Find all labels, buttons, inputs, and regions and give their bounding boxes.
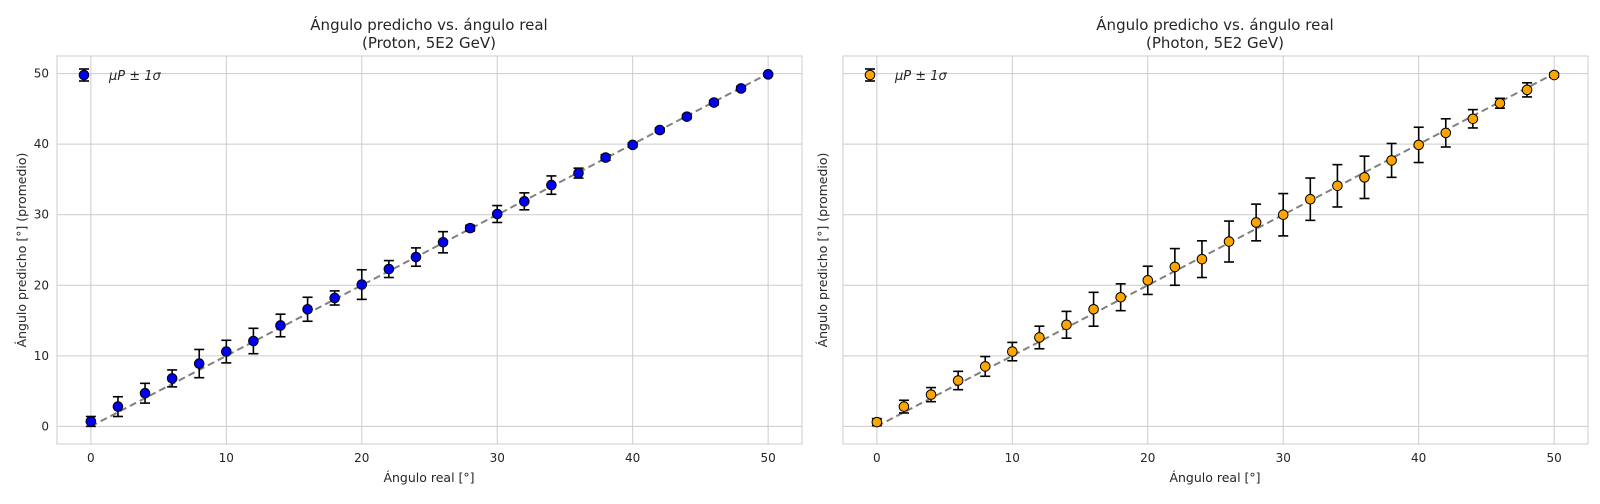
legend-label: μP ± 1σ [894,69,948,84]
x-tick-label: 50 [1546,451,1561,465]
data-point [491,208,503,220]
data-point [871,416,883,428]
x-tick-label: 40 [1411,451,1426,465]
data-point [1277,209,1289,221]
data-point [1169,261,1181,273]
data-point [654,124,666,136]
x-tick-label: 0 [873,451,881,465]
reference-line [90,72,769,428]
data-point [1061,319,1072,331]
y-tick-label: 50 [34,67,49,81]
data-point [139,387,151,399]
y-axis-label: Ángulo predicho [°] (promedio) [14,153,29,348]
chart-title: Ángulo predicho vs. ángulo real [1096,15,1333,34]
data-point [221,346,232,357]
data-point [1548,69,1560,81]
grid [57,56,802,444]
y-tick-label: 20 [34,278,49,292]
legend: μP ± 1σ [78,68,162,84]
data-point [925,389,937,400]
x-tick-label: 30 [490,451,505,465]
y-tick-label: 10 [34,349,49,363]
data-point [1440,127,1452,139]
data-points [85,69,774,428]
chart-subtitle: (Proton, 5E2 GeV) [362,34,496,52]
data-point [600,152,611,163]
data-point [193,358,205,369]
data-point [302,303,313,315]
y-tick-label: 0 [41,419,49,433]
data-point [1088,303,1099,315]
data-point [1196,253,1208,265]
data-point [356,279,368,290]
y-tick-label: 40 [34,137,49,151]
data-point [248,335,259,347]
panel-photon: 0 10 20 30 40 50 μP ± 1σ Ángulo predicho vs. … [815,15,1589,485]
x-tick-labels: 0 10 20 30 40 50 [873,451,1562,465]
data-point [1007,346,1018,357]
legend-label: μP ± 1σ [108,69,162,84]
x-tick-label: 40 [625,451,640,465]
data-point [573,167,584,179]
data-point [1142,275,1154,286]
data-point [979,361,991,372]
y-tick-labels: 0 10 20 30 40 50 [34,67,49,434]
data-point [464,222,476,234]
data-point [383,263,395,275]
panel-proton: 0 10 20 30 40 50 0 10 20 30 40 50 μP ± 1σ Ángulo p… [14,15,803,485]
data-point [1521,84,1533,96]
legend: μP ± 1σ [864,68,948,84]
x-tick-label: 30 [1276,451,1291,465]
x-tick-label: 10 [1005,451,1020,465]
y-tick-label: 30 [34,208,49,222]
data-point [166,373,178,384]
data-point [708,97,720,108]
x-axis-label: Ángulo real [°] [383,470,474,485]
data-point [762,69,774,80]
data-point [329,292,340,304]
x-tick-label: 50 [760,451,775,465]
data-point [1386,155,1397,166]
reference-diagonal [90,72,769,428]
data-point [1223,236,1235,247]
data-point [85,416,97,427]
data-point [1413,139,1424,151]
data-point [519,196,530,207]
data-point [437,236,449,248]
x-tick-label: 0 [87,451,95,465]
x-tick-label: 20 [1140,451,1155,465]
chart-subtitle: (Photon, 5E2 GeV) [1146,34,1284,52]
data-point [546,179,557,191]
data-points [871,69,1560,428]
data-point [1359,172,1370,183]
x-tick-labels: 0 10 20 30 40 50 [87,451,776,465]
data-point [1305,193,1316,205]
grid [843,56,1588,444]
data-point [1034,332,1045,343]
data-point [1250,217,1262,228]
x-axis-label: Ángulo real [°] [1169,470,1260,485]
data-point [952,375,964,386]
data-point [275,320,286,331]
y-axis-label: Ángulo predicho [°] (promedio) [815,153,830,348]
data-point [112,401,124,412]
data-point [681,111,693,122]
data-point [735,83,747,94]
data-point [1494,97,1506,109]
chart-title: Ángulo predicho vs. ángulo real [310,15,547,34]
legend-marker [864,69,876,81]
data-point [1467,113,1479,125]
legend-marker [78,69,90,81]
data-point [1115,291,1126,303]
x-tick-label: 10 [219,451,234,465]
data-point [627,139,638,151]
data-point [410,251,422,263]
x-tick-label: 20 [354,451,369,465]
data-point [898,401,910,412]
data-point [1332,180,1343,192]
